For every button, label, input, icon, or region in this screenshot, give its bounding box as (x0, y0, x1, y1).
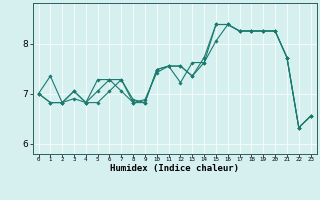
X-axis label: Humidex (Indice chaleur): Humidex (Indice chaleur) (110, 164, 239, 173)
